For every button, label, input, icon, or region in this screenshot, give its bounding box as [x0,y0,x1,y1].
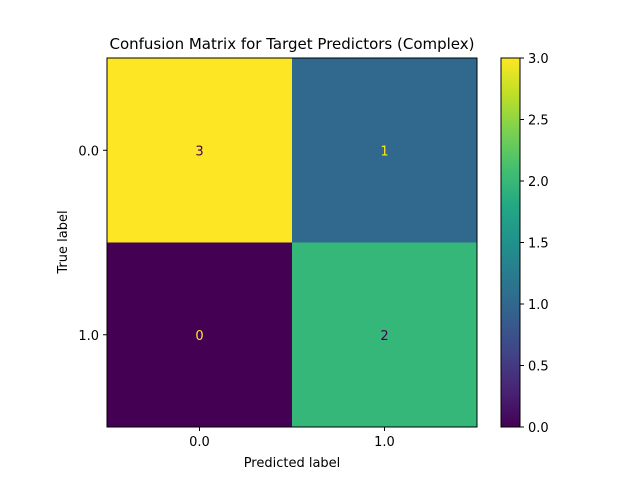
colorbar-tick-label: 0.5 [528,360,549,375]
colorbar-tick-label: 3.0 [528,52,549,67]
chart-title: Confusion Matrix for Target Predictors (… [109,35,474,53]
colorbar-tick-label: 0.0 [528,421,549,436]
y-tick-label: 1.0 [78,329,99,344]
heatmap-cell-0-0 [107,58,292,243]
cell-value-label: 2 [380,329,388,344]
colorbar-ticks: 0.0 0.5 1.0 1.5 2.0 2.5 3.0 [520,52,549,436]
colorbar [500,57,521,428]
cell-value-label: 0 [195,329,203,344]
x-axis-label: Predicted label [244,456,341,471]
heatmap-cell-0-1 [292,58,477,243]
heatmap-cell-1-1 [292,242,477,427]
plot-frame [106,57,478,428]
x-axis-ticks: 0.0 1.0 [189,427,395,450]
colorbar-tick-label: 2.0 [528,175,549,190]
y-axis-label: True label [56,210,71,274]
colorbar-tick-label: 2.5 [528,114,549,129]
cell-value-label: 1 [380,144,388,159]
cell-value-label: 3 [195,144,203,159]
x-tick-label: 0.0 [189,435,210,450]
heatmap-cell-1-0 [107,242,292,427]
x-tick-label: 1.0 [374,435,395,450]
y-axis-ticks: 0.0 1.0 [78,144,107,344]
colorbar-tick-label: 1.5 [528,237,549,252]
heatmap-cells: 3 1 0 2 [107,58,477,427]
colorbar-tick-label: 1.0 [528,298,549,313]
y-tick-label: 0.0 [78,144,99,159]
